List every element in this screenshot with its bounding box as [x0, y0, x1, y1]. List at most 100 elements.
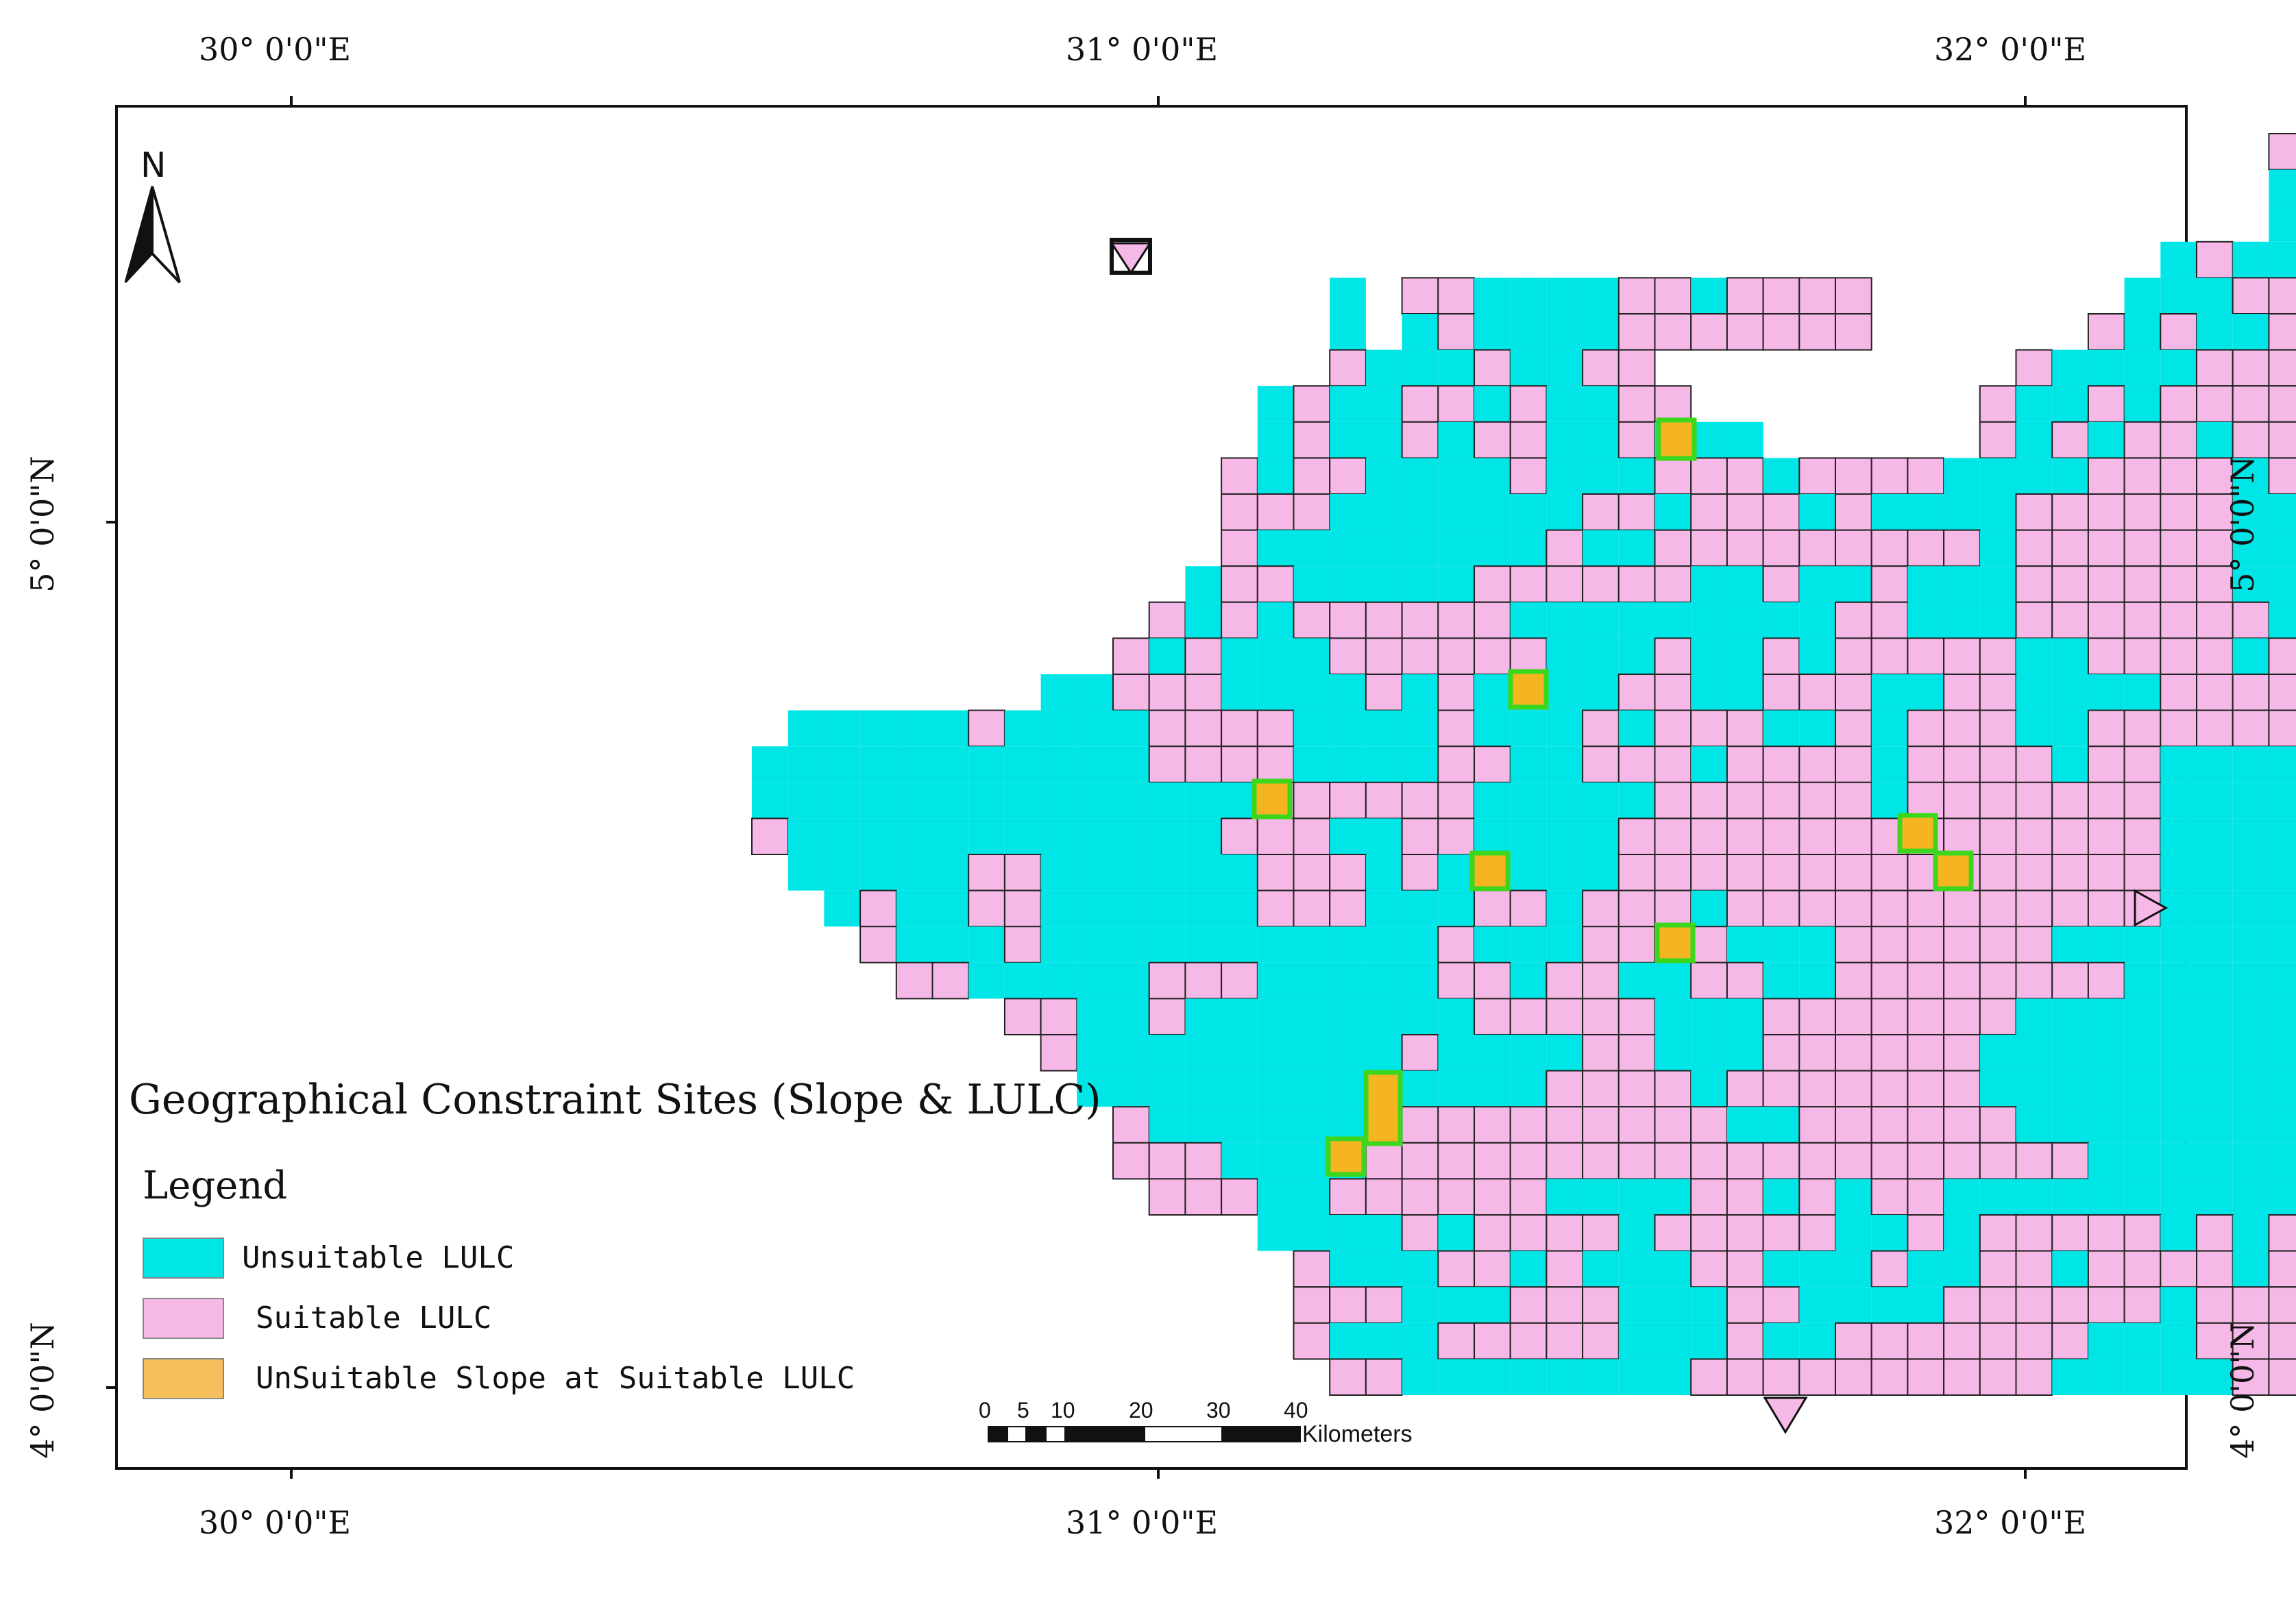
- unsuitable-lulc-cell: [2232, 1251, 2269, 1288]
- suitable-lulc-cell: [1835, 709, 1872, 748]
- suitable-lulc-cell: [2196, 1214, 2234, 1252]
- unsuitable-lulc-cell: [1293, 566, 1330, 602]
- unsuitable-lulc-cell: [1546, 638, 1583, 674]
- unsuitable-lulc-cell: [824, 818, 861, 854]
- suitable-lulc-cell: [1726, 1142, 1764, 1180]
- suitable-lulc-cell: [1546, 1322, 1584, 1360]
- unsuitable-lulc-cell: [2232, 818, 2269, 854]
- unsuitable-lulc-cell: [2197, 746, 2233, 783]
- suitable-lulc-cell: [1798, 1070, 1837, 1108]
- suitable-lulc-cell: [1437, 746, 1476, 783]
- suitable-lulc-cell: [1979, 637, 2017, 676]
- unsuitable-lulc-cell: [1185, 854, 1222, 891]
- unsuitable-lulc-cell: [2160, 1287, 2197, 1323]
- suitable-lulc-cell: [1003, 854, 1042, 891]
- suitable-lulc-cell: [1329, 1178, 1367, 1216]
- unsuitable-lulc-cell: [2232, 1070, 2269, 1107]
- unsuitable-lulc-cell: [1799, 494, 1835, 530]
- unsuitable-lulc-cell: [2124, 962, 2161, 999]
- unsuitable-lulc-cell: [1726, 602, 1763, 639]
- suitable-lulc-cell: [1401, 601, 1439, 639]
- unsuitable-lulc-cell: [1474, 1035, 1511, 1071]
- suitable-lulc-cell: [1256, 746, 1295, 783]
- unsuitable-lulc-cell: [932, 710, 969, 747]
- unsuitable-lulc-cell: [1618, 1179, 1655, 1215]
- unsuitable-lulc-cell: [1907, 1287, 1944, 1323]
- unsuitable-lulc-cell: [1474, 278, 1511, 314]
- unsuitable-lulc-cell: [1979, 602, 2016, 639]
- suitable-lulc-cell: [2015, 926, 2053, 963]
- unsuitable-lulc-cell: [1004, 782, 1041, 819]
- unsuitable-lulc-cell: [1257, 602, 1294, 639]
- unsuitable-lulc-cell: [1907, 566, 1944, 602]
- unsuitable-lulc-cell: [1944, 1251, 1980, 1288]
- suitable-lulc-cell: [2268, 277, 2296, 315]
- suitable-lulc-cell: [2232, 601, 2270, 639]
- suitable-lulc-cell: [1690, 926, 1728, 963]
- suitable-lulc-cell: [1690, 457, 1728, 495]
- suitable-lulc-cell: [1617, 565, 1656, 603]
- scale-bar-segment: [988, 1426, 1008, 1442]
- unsuitable-lulc-cell: [1185, 566, 1222, 602]
- suitable-lulc-cell: [2087, 601, 2125, 639]
- suitable-lulc-cell: [1221, 565, 1258, 603]
- unsuitable-lulc-cell: [2052, 926, 2088, 963]
- unsuitable-lulc-cell: [1402, 1287, 1439, 1323]
- unsuitable-lulc-cell: [2052, 710, 2088, 747]
- unsuitable-lulc-cell: [2016, 1107, 2053, 1143]
- unsuitable-lulc-cell: [1293, 1179, 1330, 1215]
- suitable-lulc-cell: [1654, 385, 1692, 423]
- unsuitable-lulc-cell: [932, 746, 969, 783]
- unsuitable-lulc-cell: [1510, 530, 1547, 567]
- suitable-lulc-cell: [2087, 1286, 2125, 1324]
- suitable-lulc-cell: [1907, 889, 1945, 928]
- suitable-lulc-cell: [1762, 1070, 1800, 1108]
- suitable-lulc-cell: [1221, 601, 1258, 639]
- suitable-lulc-cell: [2015, 961, 2053, 1000]
- suitable-lulc-cell: [1762, 493, 1800, 531]
- unsuitable-lulc-cell: [1365, 1215, 1402, 1251]
- unsuitable-lulc-cell: [2016, 458, 2053, 494]
- suitable-lulc-cell: [1003, 926, 1042, 963]
- unsuitable-lulc-cell: [1365, 1322, 1402, 1359]
- suitable-lulc-cell: [1907, 709, 1945, 748]
- suitable-lulc-cell: [1979, 1250, 2017, 1288]
- unsuitable-lulc-cell: [1583, 278, 1619, 314]
- suitable-lulc-cell: [1509, 998, 1548, 1036]
- unsuitable-lulc-cell: [1654, 602, 1692, 639]
- suitable-lulc-cell: [2015, 565, 2053, 603]
- suitable-lulc-cell: [968, 889, 1005, 928]
- suitable-lulc-cell: [2051, 1214, 2089, 1252]
- unsuitable-lulc-cell: [1474, 818, 1511, 854]
- unsuitable-lulc-cell: [1583, 638, 1619, 674]
- unsuitable-lulc-cell: [1510, 818, 1547, 854]
- unsuitable-lulc-cell: [2197, 1035, 2233, 1071]
- unsuitable-lulc-cell: [1654, 494, 1692, 530]
- scale-bar-segment: [1221, 1426, 1301, 1442]
- unsuitable-lulc-cell: [1438, 1215, 1474, 1251]
- suitable-lulc-cell: [2160, 565, 2198, 603]
- suitable-lulc-cell: [1762, 1214, 1800, 1252]
- unsuitable-lulc-cell: [2088, 1070, 2125, 1107]
- suitable-lulc-cell: [2232, 1358, 2270, 1396]
- unsuitable-lulc-cell: [2197, 890, 2233, 927]
- unsuitable-lulc-cell: [1907, 674, 1944, 711]
- unsuitable-lulc-cell: [1221, 674, 1258, 711]
- unsuitable-lulc-cell: [1113, 890, 1149, 927]
- suitable-lulc-cell: [1726, 1178, 1764, 1216]
- unsuitable-lulc-cell: [1330, 998, 1366, 1035]
- unsuitable-lulc-cell: [1077, 926, 1113, 963]
- unsuitable-lulc-cell: [2197, 278, 2233, 314]
- unsuitable-lulc-cell: [2016, 674, 2053, 711]
- unsuitable-lulc-cell: [2197, 1142, 2233, 1179]
- suitable-lulc-cell: [1907, 1070, 1945, 1108]
- suitable-lulc-cell: [2015, 781, 2053, 820]
- unsuitable-lulc-cell: [1618, 458, 1655, 494]
- unsuitable-lulc-cell: [2160, 818, 2197, 854]
- lon-label-top-32: 32° 0'0"E: [1934, 31, 2087, 68]
- unsuitable-lulc-cell: [1871, 494, 1908, 530]
- suitable-lulc-cell: [1365, 674, 1403, 711]
- suitable-lulc-cell: [2232, 349, 2270, 387]
- suitable-lulc-cell: [1654, 637, 1692, 676]
- suitable-lulc-cell: [1798, 1034, 1837, 1072]
